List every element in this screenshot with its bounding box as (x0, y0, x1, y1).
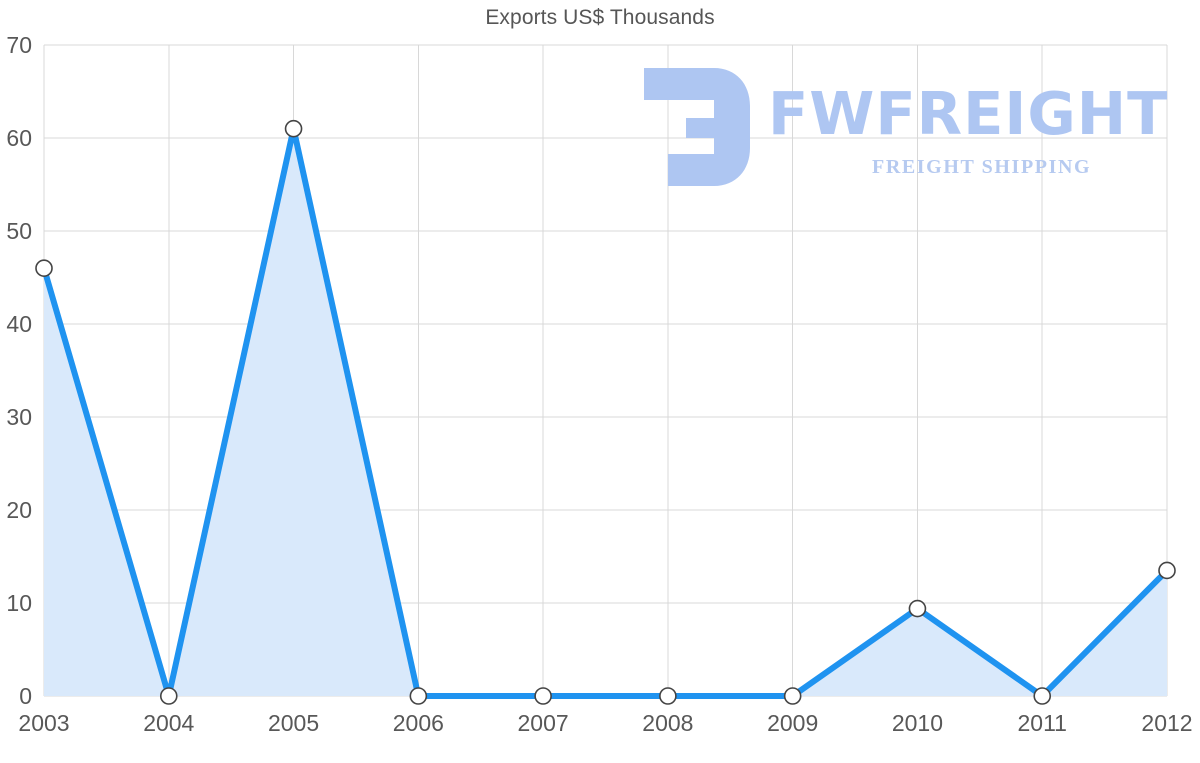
y-axis-tick-label: 50 (6, 218, 32, 244)
data-point-marker[interactable] (284, 119, 303, 138)
data-point-marker[interactable] (1033, 687, 1052, 705)
y-axis-tick-label: 0 (19, 683, 32, 709)
y-axis-tick-label: 60 (6, 125, 32, 151)
y-axis-tick-label: 30 (6, 404, 32, 430)
x-axis-tick-label: 2011 (1017, 710, 1066, 736)
data-point-marker[interactable] (534, 687, 552, 705)
x-axis-tick-label: 2006 (393, 710, 444, 736)
x-axis-tick-label: 2010 (892, 710, 943, 736)
x-axis-tick-label: 2004 (143, 710, 194, 736)
data-point-marker[interactable] (1158, 561, 1176, 580)
chart-title: Exports US$ Thousands (485, 6, 715, 29)
x-axis-tick-labels: 2003 2004 2005 2006 2007 2008 2009 2010 2011 2012 (18, 710, 1192, 736)
x-axis-tick-label: 2003 (18, 710, 69, 736)
x-axis-tick-label: 2008 (642, 710, 693, 736)
data-point-marker[interactable] (409, 687, 428, 705)
x-axis-tick-label: 2005 (268, 710, 319, 736)
x-axis-tick-label: 2012 (1141, 710, 1192, 736)
y-axis-tick-labels: 0 10 20 30 40 50 60 70 (6, 32, 32, 709)
area-fill (44, 128, 1167, 696)
data-point-marker[interactable] (159, 687, 178, 705)
x-axis-tick-label: 2007 (518, 710, 569, 736)
y-axis-tick-label: 70 (6, 32, 32, 58)
data-point-marker[interactable] (35, 259, 53, 278)
y-axis-tick-label: 20 (6, 497, 32, 523)
data-point-markers[interactable] (35, 119, 1176, 705)
data-point-marker[interactable] (908, 599, 927, 618)
y-axis-tick-label: 10 (6, 590, 32, 616)
x-axis-tick-label: 2009 (767, 710, 818, 736)
data-line (41, 125, 1170, 699)
y-axis-tick-label: 40 (6, 311, 32, 337)
data-point-marker[interactable] (659, 687, 677, 705)
data-point-marker[interactable] (783, 687, 802, 705)
